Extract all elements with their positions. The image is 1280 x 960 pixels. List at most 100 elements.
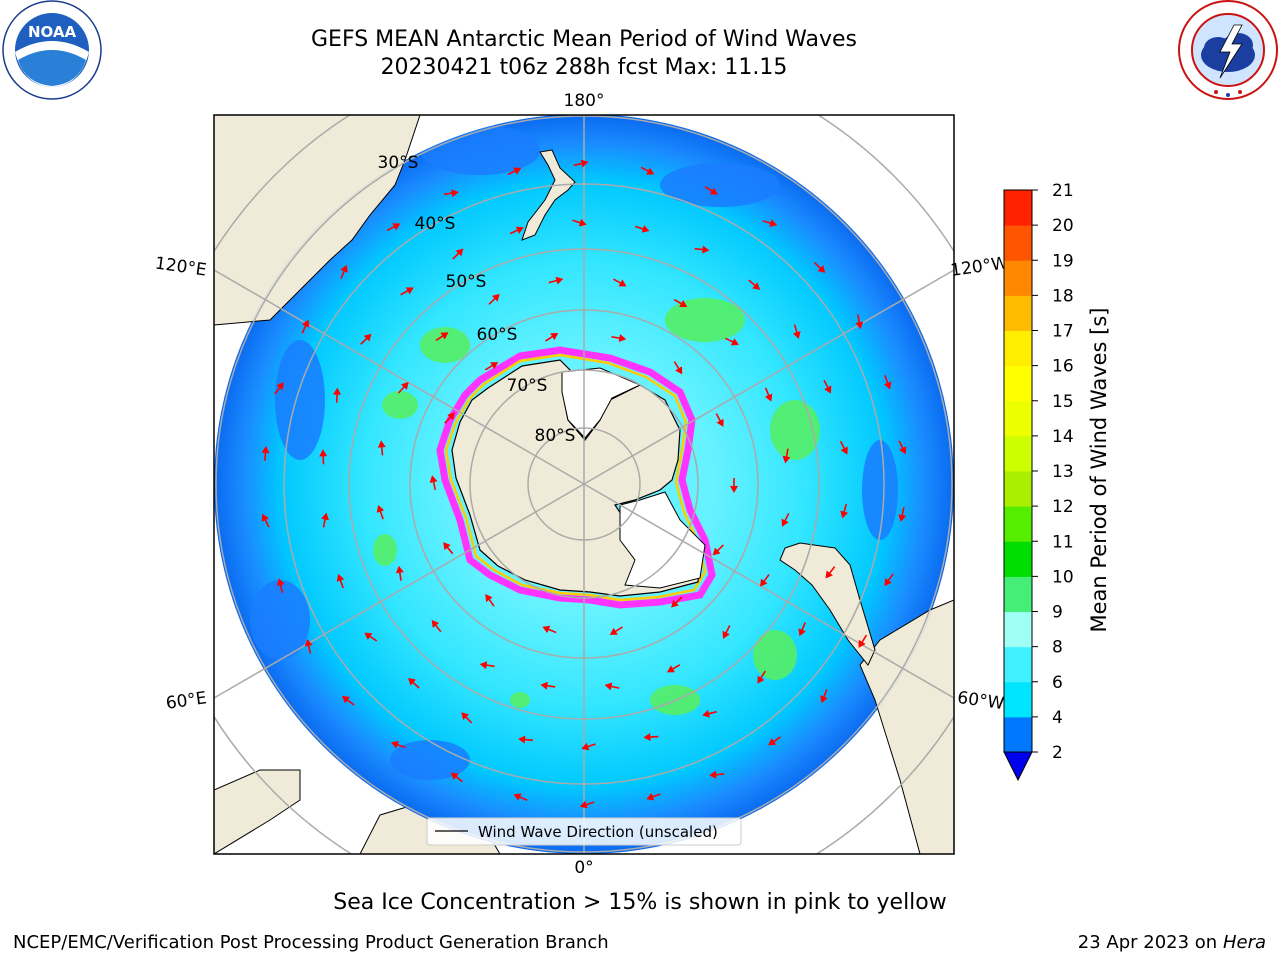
lat-label-40s: 40°S (415, 214, 456, 234)
colorbar-tick-label: 18 (1052, 286, 1074, 306)
wind-wave-arrowhead (443, 542, 451, 551)
period-patches-green (373, 298, 820, 715)
wind-wave-arrowhead (364, 632, 373, 640)
wind-wave-arrowhead (769, 219, 778, 227)
footer-date-text: 23 Apr 2023 on (1077, 932, 1223, 953)
wind-wave-arrowhead (340, 264, 348, 273)
colorbar-tick-label: 19 (1052, 251, 1074, 271)
colorbar-segment (1004, 681, 1032, 718)
lat-label-30s: 30°S (378, 153, 419, 173)
wind-wave-arrowhead (781, 518, 789, 527)
wind-wave-arrowhead (440, 332, 449, 340)
wind-wave-arrowhead (646, 793, 655, 801)
colorbar-segment (1004, 400, 1032, 437)
wind-wave-arrowhead (858, 639, 866, 648)
wind-wave-arrowhead (395, 565, 404, 574)
wind-wave-arrowhead (702, 245, 710, 254)
wind-wave-arrowhead (550, 332, 559, 341)
wind-wave-arrowhead (490, 362, 499, 370)
wind-wave-arrowhead (461, 712, 469, 721)
wind-wave-arrowhead (451, 189, 459, 198)
colorbar-label: Mean Period of Wind Waves [s] (1087, 308, 1111, 633)
wind-wave-arrowhead (760, 578, 768, 587)
colorbar-segment (1004, 646, 1032, 683)
colorbar-segment (1004, 435, 1032, 472)
graticule (214, 115, 954, 854)
wind-wave-arrowhead (515, 226, 524, 234)
wind-wave-arrowhead (618, 334, 627, 343)
wind-wave-arrowhead (276, 578, 285, 586)
wind-wave-arrowhead (757, 675, 765, 684)
wind-wave-arrowhead (581, 742, 590, 751)
colorbar-tick-label: 12 (1052, 497, 1074, 517)
wind-wave-arrowhead (671, 599, 679, 608)
colorbar-tick-label: 13 (1052, 462, 1074, 482)
wind-wave-arrowhead (479, 661, 488, 670)
wind-wave-arrows (261, 159, 907, 809)
colorbar-segment (1004, 365, 1032, 402)
wind-wave-arrowhead (363, 333, 372, 342)
wind-wave-arrowhead (792, 331, 801, 340)
wind-wave-arrowhead (390, 740, 399, 749)
wind-wave-arrowhead (377, 440, 386, 448)
wind-wave-arrowhead (899, 446, 907, 455)
lat-label-50s: 50°S (446, 272, 487, 292)
wind-wave-arrowhead (455, 248, 464, 257)
colorbar-segment (1004, 330, 1032, 367)
wind-wave-arrowhead (491, 293, 500, 302)
wind-wave-arrowhead (450, 772, 459, 781)
wind-wave-arrowhead (798, 628, 806, 637)
wind-wave-arrowhead (542, 625, 551, 634)
chart-title: GEFS MEAN Antarctic Mean Period of Wind … (311, 27, 857, 52)
wind-wave-arrowhead (341, 695, 350, 704)
wind-wave-arrowhead (840, 510, 849, 519)
colorbar-tick-label: 21 (1052, 181, 1074, 201)
wind-wave-arrowhead (304, 638, 313, 647)
colorbar-tick-label: 14 (1052, 427, 1074, 447)
wind-wave-arrowhead (429, 475, 438, 483)
caption: Sea Ice Concentration > 15% is shown in … (333, 890, 947, 915)
chart-subtitle: 20230421 t06z 288h fcst Max: 11.15 (380, 55, 788, 80)
wind-wave-arrowhead (321, 512, 329, 521)
colorbar-segment (1004, 611, 1032, 648)
wind-wave-arrowhead (540, 681, 548, 690)
wind-wave-arrowhead (730, 486, 738, 493)
wind-wave-arrowhead (408, 677, 416, 686)
colorbar-tick-label: 9 (1052, 603, 1063, 623)
wind-wave-arrowhead (555, 276, 564, 285)
wind-wave-arrowhead (646, 167, 655, 175)
colorbar-segment (1004, 295, 1032, 331)
wind-wave-arrowhead (702, 709, 710, 718)
colorbar-segment (1004, 506, 1032, 542)
wind-wave-arrowhead (782, 455, 791, 464)
lon-label-60e: 60°E (165, 688, 208, 713)
colorbar-tick-label: 15 (1052, 392, 1074, 412)
wind-wave-arrowhead (722, 630, 730, 639)
wind-wave-arrowhead (518, 735, 526, 744)
wind-wave-arrowhead (752, 282, 761, 290)
wind-wave-arrowhead (641, 225, 650, 233)
wind-wave-arrowhead (376, 504, 385, 513)
wind-wave-arrowhead (768, 738, 777, 746)
weddell-ice-shelf (619, 491, 706, 589)
tierra-del-fuego-land (779, 542, 876, 666)
footer-date: 23 Apr 2023 on Hera (1078, 932, 1266, 953)
noaa-logo-text: NOAA (28, 23, 77, 41)
wind-wave-arrowhead (513, 793, 522, 801)
colorbar-segment (1004, 225, 1032, 261)
colorbar-tick-label: 20 (1052, 216, 1074, 236)
lon-label-120e: 120°E (154, 254, 208, 281)
wind-wave-arrowhead (579, 800, 588, 809)
wind-wave-arrowhead (513, 167, 522, 175)
wind-wave-arrowhead (405, 287, 414, 295)
wind-wave-arrowhead (716, 418, 724, 427)
new-zealand-land (521, 149, 576, 241)
wind-wave-arrowhead (764, 393, 773, 402)
colorbar-tick-label: 2 (1052, 743, 1063, 763)
colorbar-segment (1004, 716, 1032, 753)
colorbar-tick-label: 16 (1052, 357, 1074, 377)
africa-land (214, 769, 301, 854)
footer-credit: NCEP/EMC/Verification Post Processing Pr… (13, 932, 609, 953)
sea-ice-edge-yellow (444, 353, 707, 602)
